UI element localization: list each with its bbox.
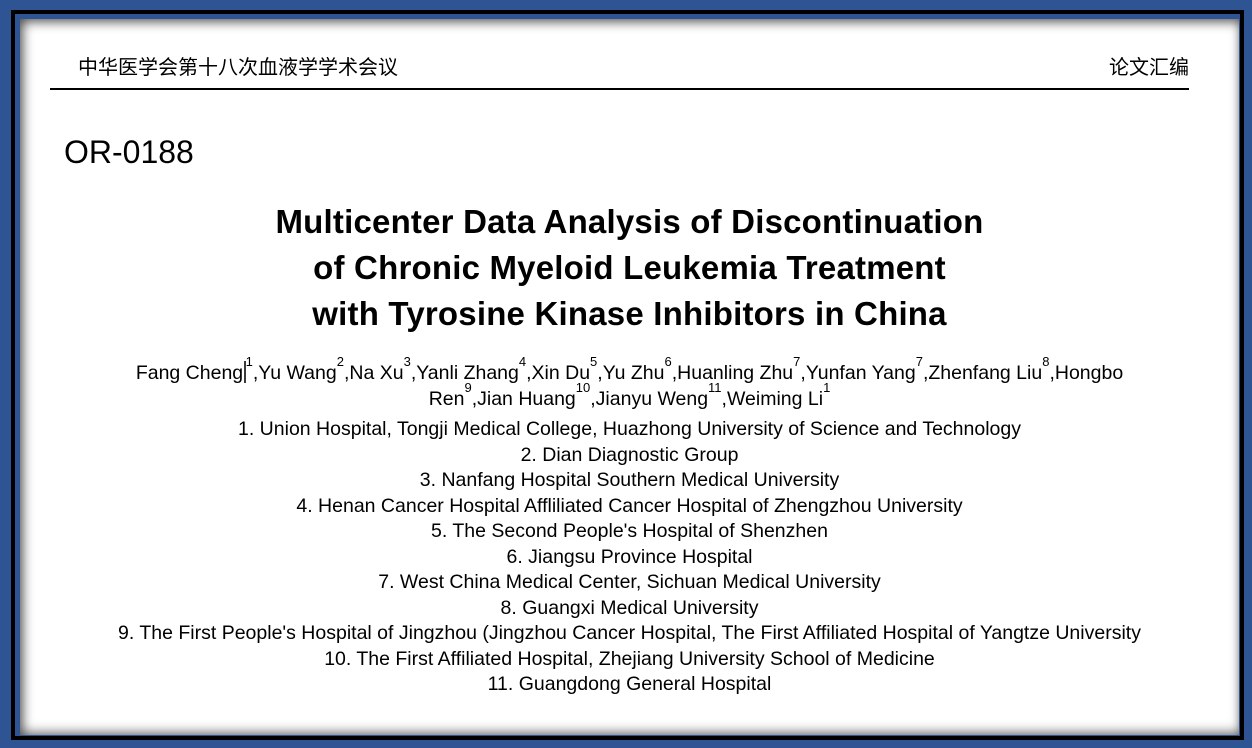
author: Na Xu3	[349, 353, 411, 384]
author-superscript: 9	[464, 379, 472, 395]
affiliation-line: 11. Guangdong General Hospital	[487, 673, 772, 695]
affiliation-line: 5. The Second People's Hospital of Shenz…	[431, 520, 828, 542]
paper-id: OR-0188	[64, 134, 194, 170]
author-superscript: 7	[793, 353, 801, 369]
affiliation-line: 4. Henan Cancer Hospital Affliliated Can…	[296, 494, 963, 517]
title-line: with Tyrosine Kinase Inhibitors in China	[312, 295, 947, 332]
affiliation-line: 2. Dian Diagnostic Group	[520, 443, 739, 466]
title-line: Multicenter Data Analysis of Discontinua…	[275, 203, 984, 240]
author-superscript: 7	[915, 353, 923, 369]
author: Fang Cheng1	[135, 353, 253, 384]
author: Yu Zhu6	[602, 353, 672, 384]
title-line: of Chronic Myeloid Leukemia Treatment	[313, 249, 946, 286]
author: Yunfan Yang7	[805, 353, 923, 384]
author: Hongbo Ren9	[428, 362, 1124, 410]
page-header: 中华医学会第十八次血液学学术会议 论文汇编	[50, 56, 1189, 90]
author: Jian Huang10	[477, 379, 591, 410]
author: Zhenfang Liu8	[928, 353, 1050, 384]
header-conference-title: 中华医学会第十八次血液学学术会议	[78, 57, 398, 79]
author: Jianyu Weng11	[595, 379, 722, 410]
author-superscript: 6	[664, 353, 672, 369]
author-superscript: 5	[590, 353, 598, 369]
affiliation-line: 6. Jiangsu Province Hospital	[506, 545, 753, 568]
affiliation-line: 1. Union Hospital, Tongji Medical Colleg…	[238, 418, 1021, 440]
author-superscript: 1	[823, 379, 831, 395]
text-cursor	[244, 361, 246, 383]
affiliation-line: 9. The First People's Hospital of Jingzh…	[118, 622, 1141, 644]
paper-title: Multicenter Data Analysis of Discontinua…	[20, 199, 1239, 337]
document-page: 中华医学会第十八次血液学学术会议 论文汇编 OR-0188 Multicente…	[20, 19, 1239, 735]
author-superscript: 8	[1042, 353, 1050, 369]
author-superscript: 1	[245, 353, 253, 369]
affiliation-line: 3. Nanfang Hospital Southern Medical Uni…	[419, 469, 840, 491]
affiliation-line: 8. Guangxi Medical University	[500, 596, 759, 619]
affiliation-line: 10. The First Affiliated Hospital, Zheji…	[324, 647, 935, 670]
author: Weiming Li1	[726, 379, 831, 410]
affiliation-line: 7. West China Medical Center, Sichuan Me…	[378, 571, 881, 593]
author-superscript: 10	[575, 379, 591, 395]
author: Huanling Zhu7	[677, 353, 801, 384]
affiliation-list: 1. Union Hospital, Tongji Medical Colleg…	[48, 417, 1211, 698]
author: Xin Du5	[531, 353, 598, 384]
author-superscript: 2	[336, 353, 344, 369]
header-compilation-label: 论文汇编	[1109, 57, 1189, 79]
author: Yanli Zhang4	[416, 353, 527, 384]
author-list: Fang Cheng1,Yu Wang2,Na Xu3,Yanli Zhang4…	[135, 353, 1124, 410]
author-superscript: 11	[708, 379, 722, 395]
author: Yu Wang2	[258, 353, 344, 384]
author-superscript: 4	[518, 353, 527, 369]
author-superscript: 3	[403, 353, 411, 369]
